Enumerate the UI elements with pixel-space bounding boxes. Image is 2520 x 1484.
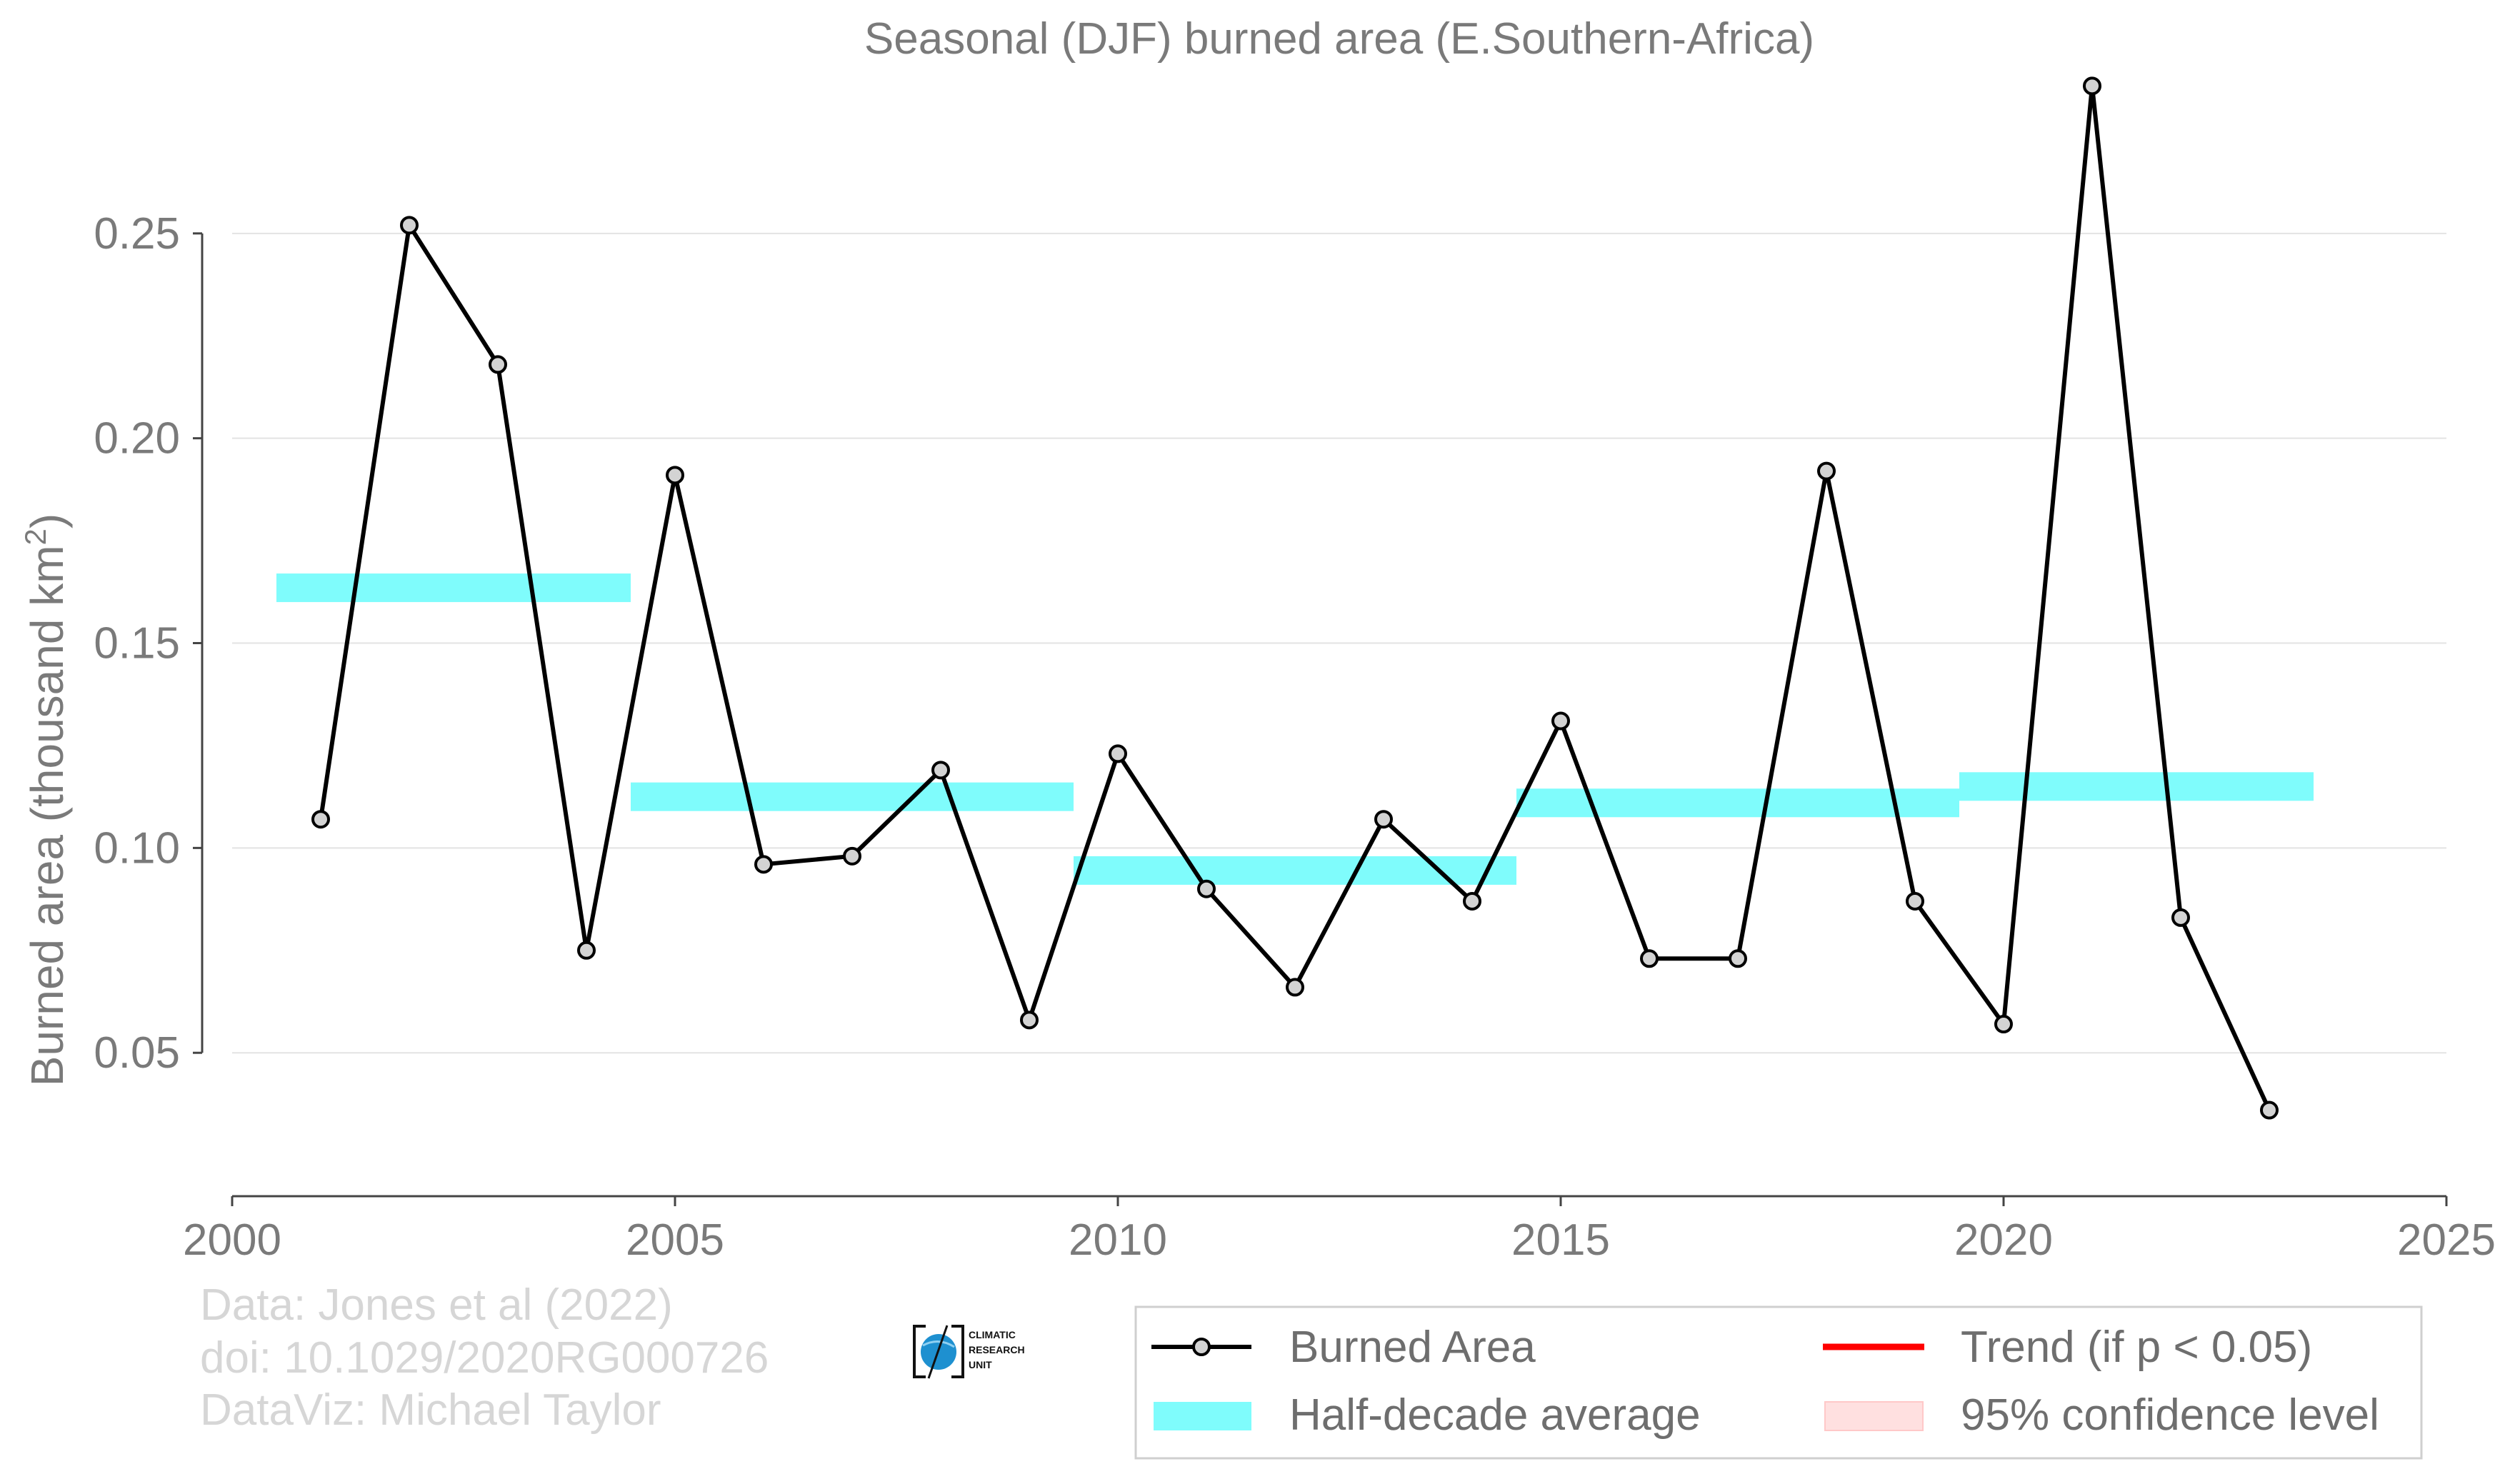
- y-tick-label-0.20: 0.20: [94, 414, 180, 463]
- credit-data-source: Data: Jones et al (2022): [200, 1280, 673, 1330]
- y-axis-title-text: Burned area (thousand km: [21, 545, 73, 1086]
- data-point-2017: [1729, 949, 1747, 968]
- data-point-2021: [2083, 76, 2101, 96]
- gridlines: [232, 232, 2446, 1054]
- x-tick-label-2000: 2000: [183, 1215, 281, 1265]
- data-point-2005: [666, 466, 684, 485]
- y-tick-label-0.25: 0.25: [94, 209, 180, 259]
- legend-trend-label: Trend (if p < 0.05): [1961, 1323, 2312, 1372]
- logo-text-climatic: CLIMATIC: [969, 1329, 1016, 1340]
- cru-logo: CLIMATIC RESEARCH UNIT: [913, 1325, 1025, 1379]
- data-point-2019: [1906, 891, 1924, 911]
- data-point-2014: [1463, 891, 1481, 911]
- legend-half-decade-label: Half-decade average: [1289, 1390, 1701, 1440]
- data-point-2002: [400, 216, 419, 235]
- data-point-2013: [1374, 810, 1393, 829]
- logo-slash: [927, 1325, 949, 1379]
- y-axis-title: Burned area (thousand km2): [19, 513, 73, 1086]
- data-point-2010: [1109, 744, 1127, 763]
- legend-frame: [1134, 1305, 2423, 1460]
- logo-text-unit: UNIT: [969, 1359, 992, 1370]
- half-decade-average-bar-5: [1959, 772, 2314, 801]
- half-decade-average-bar-2: [631, 782, 1074, 811]
- data-point-2016: [1640, 949, 1659, 968]
- data-point-2003: [489, 355, 507, 374]
- burned-area-series: [311, 76, 2279, 1120]
- x-axis-tick-labels: 2000 2005 2010 2015 2020 2025: [183, 1215, 2496, 1265]
- data-point-2007: [843, 846, 861, 866]
- logo-globe-band: [922, 1340, 955, 1348]
- logo-bracket-left: [913, 1325, 926, 1378]
- credit-doi: doi: 10.1029/2020RG000726: [200, 1333, 769, 1383]
- half-decade-average-bar-3: [1074, 856, 1516, 885]
- data-point-2009: [1020, 1011, 1039, 1030]
- legend-burned-area-label: Burned Area: [1289, 1323, 1536, 1372]
- data-point-2006: [754, 855, 773, 874]
- legend: Burned Area Trend (if p < 0.05) Half-dec…: [1134, 1305, 2423, 1460]
- data-point-2023: [2260, 1101, 2279, 1120]
- legend-confidence-patch: [1824, 1401, 1924, 1431]
- y-axis-tick-labels: 0.05 0.10 0.15 0.20 0.25: [94, 209, 180, 1078]
- y-axis-title-suffix: ): [21, 513, 73, 528]
- data-point-2015: [1551, 711, 1570, 731]
- data-point-2020: [1994, 1015, 2013, 1034]
- y-tick-label-0.15: 0.15: [94, 619, 180, 668]
- logo-text-research: RESEARCH: [969, 1344, 1025, 1355]
- data-point-2011: [1197, 879, 1216, 898]
- logo-bracket-right: [951, 1325, 964, 1378]
- data-point-2004: [577, 941, 596, 960]
- credit-dataviz: DataViz: Michael Taylor: [200, 1385, 661, 1435]
- x-tick-label-2020: 2020: [1954, 1215, 2053, 1265]
- x-tick-label-2025: 2025: [2397, 1215, 2496, 1265]
- axes: [193, 232, 2448, 1206]
- y-tick-label-0.10: 0.10: [94, 823, 180, 873]
- y-tick-label-0.05: 0.05: [94, 1028, 180, 1078]
- x-tick-label-2010: 2010: [1069, 1215, 1167, 1265]
- legend-half-decade-patch: [1154, 1402, 1251, 1430]
- chart-title: Seasonal (DJF) burned area (E.Southern-A…: [864, 14, 1814, 64]
- data-point-2012: [1286, 978, 1304, 997]
- x-tick-label-2005: 2005: [626, 1215, 724, 1265]
- data-credits: Data: Jones et al (2022) doi: 10.1029/20…: [200, 1280, 769, 1435]
- data-point-2022: [2171, 908, 2190, 927]
- legend-confidence-label: 95% confidence level: [1961, 1390, 2379, 1440]
- data-point-2001: [311, 810, 330, 829]
- data-point-2008: [931, 761, 950, 780]
- y-axis-title-superscript: 2: [19, 528, 52, 545]
- x-tick-label-2015: 2015: [1511, 1215, 1610, 1265]
- half-decade-average-bars: [276, 573, 2314, 885]
- svg-text:Burned area (thousand km2): Burned area (thousand km2): [19, 513, 73, 1086]
- half-decade-average-bar-1: [276, 573, 631, 603]
- legend-burned-area-marker: [1192, 1338, 1211, 1356]
- data-point-2018: [1817, 461, 1836, 481]
